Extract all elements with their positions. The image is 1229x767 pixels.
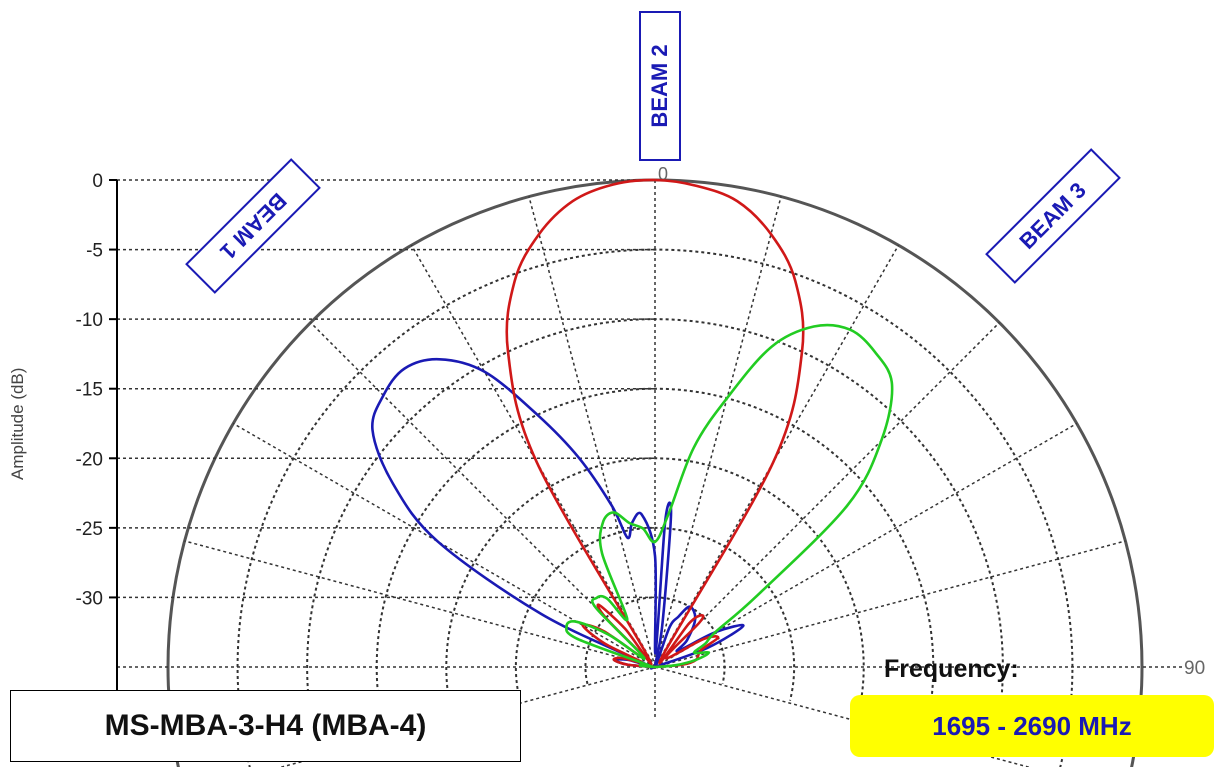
frequency-value: 1695 - 2690 MHz bbox=[850, 695, 1214, 757]
beam-3-pattern bbox=[564, 323, 894, 669]
angle-label-90: 90 bbox=[1184, 658, 1205, 679]
grid-ring bbox=[514, 526, 796, 701]
grid-spoke bbox=[528, 196, 656, 668]
y-tick-label: 0 bbox=[92, 171, 103, 192]
beam-1-pattern bbox=[371, 357, 745, 670]
y-tick-label: -30 bbox=[76, 588, 103, 609]
grid-spoke bbox=[184, 540, 656, 668]
frequency-label: Frequency: bbox=[884, 655, 1019, 683]
grid-ring bbox=[375, 387, 935, 735]
model-name-box: MS-MBA-3-H4 (MBA-4) bbox=[10, 690, 521, 762]
beam-patterns bbox=[371, 178, 894, 670]
grid-ring bbox=[236, 248, 1074, 767]
y-tick-label: -15 bbox=[76, 380, 103, 401]
beam-2-label: BEAM 2 bbox=[639, 11, 681, 161]
y-tick-label: -10 bbox=[76, 310, 103, 331]
y-tick-label: -5 bbox=[86, 241, 103, 262]
grid-spoke bbox=[654, 322, 1000, 668]
angle-label-0: 0 bbox=[658, 164, 668, 184]
amplitude-axis: 0 -5 -10 -15 -20 -25 -30 bbox=[76, 171, 118, 697]
grid-spoke bbox=[654, 196, 782, 668]
y-axis-label: Amplitude (dB) bbox=[8, 367, 27, 480]
y-tick-label: -20 bbox=[76, 449, 103, 470]
grid-spoke bbox=[654, 540, 1126, 668]
y-tick-label: -25 bbox=[76, 519, 103, 540]
